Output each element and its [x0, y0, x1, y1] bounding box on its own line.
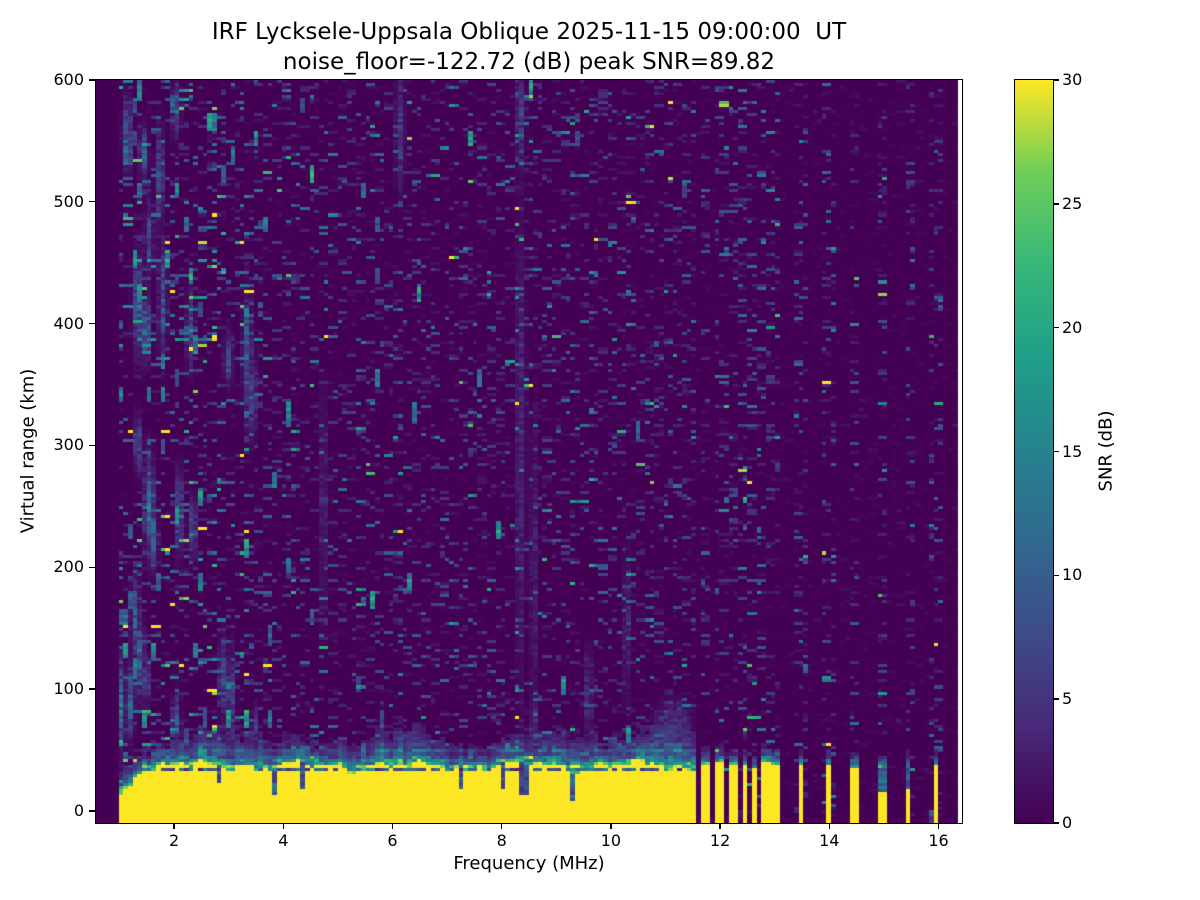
x-tick-label: 6: [387, 831, 398, 850]
y-tick-label: 500: [53, 191, 84, 211]
plot-title-line1: IRF Lycksele-Uppsala Oblique 2025-11-15 …: [211, 19, 847, 45]
colorbar-tick-mark: [1053, 450, 1059, 453]
y-tick-mark: [89, 322, 96, 325]
y-tick-mark: [89, 79, 96, 81]
x-tick-mark: [173, 823, 175, 829]
colorbar-tick-label: 0: [1062, 813, 1073, 832]
colorbar-tick-mark: [1053, 574, 1059, 577]
y-tick-mark: [89, 444, 96, 447]
x-tick-label: 10: [600, 831, 622, 850]
y-tick-label: 100: [53, 679, 84, 699]
x-tick-mark: [937, 823, 940, 829]
x-tick-label: 16: [928, 831, 949, 850]
x-axis-label: Frequency (MHz): [453, 853, 605, 874]
ionogram-heatmap: [96, 80, 962, 823]
x-tick-mark: [719, 823, 721, 829]
y-tick-mark: [89, 810, 96, 812]
x-tick-mark: [500, 823, 503, 829]
colorbar-tick-mark: [1053, 326, 1059, 329]
y-tick-mark: [89, 688, 96, 690]
x-tick-mark: [391, 823, 394, 829]
colorbar-tick-label: 25: [1062, 193, 1083, 213]
colorbar-gradient: [1015, 80, 1053, 823]
x-tick-label: 2: [168, 831, 180, 850]
colorbar-tick-mark: [1053, 822, 1059, 824]
x-tick-label: 14: [819, 831, 840, 850]
colorbar-tick-label: 15: [1062, 441, 1083, 461]
colorbar-tick-label: 10: [1062, 565, 1083, 585]
x-tick-mark: [828, 823, 830, 829]
y-tick-label: 400: [53, 313, 84, 333]
colorbar-tick-label: 20: [1062, 317, 1083, 337]
x-tick-mark: [282, 823, 284, 829]
colorbar-tick-label: 30: [1062, 70, 1083, 89]
colorbar-tick-mark: [1053, 79, 1059, 81]
plot-title-line2: noise_floor=-122.72 (dB) peak SNR=89.82: [282, 49, 776, 75]
x-tick-label: 8: [496, 831, 507, 850]
x-tick-label: 12: [709, 831, 731, 850]
y-tick-label: 0: [73, 800, 84, 820]
x-tick-mark: [610, 823, 612, 829]
y-tick-mark: [89, 201, 96, 203]
y-tick-label: 300: [53, 435, 84, 455]
colorbar-tick-label: 5: [1062, 689, 1073, 709]
x-tick-label: 4: [278, 831, 289, 850]
colorbar-tick-mark: [1053, 698, 1059, 700]
y-tick-label: 600: [53, 70, 84, 89]
y-tick-mark: [89, 566, 96, 568]
y-tick-label: 200: [53, 557, 84, 577]
colorbar-tick-mark: [1053, 203, 1059, 205]
